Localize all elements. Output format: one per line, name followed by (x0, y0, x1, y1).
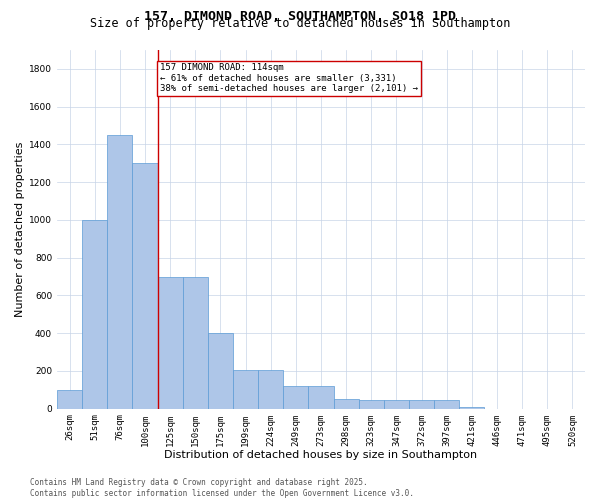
Bar (158, 276, 183, 408)
Text: 157, DIMOND ROAD, SOUTHAMPTON, SO18 1PD: 157, DIMOND ROAD, SOUTHAMPTON, SO18 1PD (144, 10, 456, 23)
X-axis label: Distribution of detached houses by size in Southampton: Distribution of detached houses by size … (164, 450, 478, 460)
Text: 157 DIMOND ROAD: 114sqm
← 61% of detached houses are smaller (3,331)
38% of semi: 157 DIMOND ROAD: 114sqm ← 61% of detache… (160, 63, 418, 93)
Text: Contains HM Land Registry data © Crown copyright and database right 2025.
Contai: Contains HM Land Registry data © Crown c… (30, 478, 414, 498)
Bar (233, 370, 258, 408)
Bar (459, 407, 484, 408)
Bar (107, 135, 133, 408)
Bar (334, 400, 359, 408)
Bar (308, 386, 334, 408)
Y-axis label: Number of detached properties: Number of detached properties (15, 142, 25, 317)
Bar (434, 400, 459, 408)
Bar (283, 386, 308, 408)
Bar (208, 333, 233, 408)
Bar (183, 276, 208, 408)
Bar (57, 390, 82, 408)
Bar (359, 400, 384, 408)
Bar (409, 400, 434, 408)
Bar (384, 400, 409, 408)
Bar (133, 164, 158, 408)
Bar (82, 220, 107, 408)
Text: Size of property relative to detached houses in Southampton: Size of property relative to detached ho… (90, 18, 510, 30)
Bar (258, 370, 283, 408)
